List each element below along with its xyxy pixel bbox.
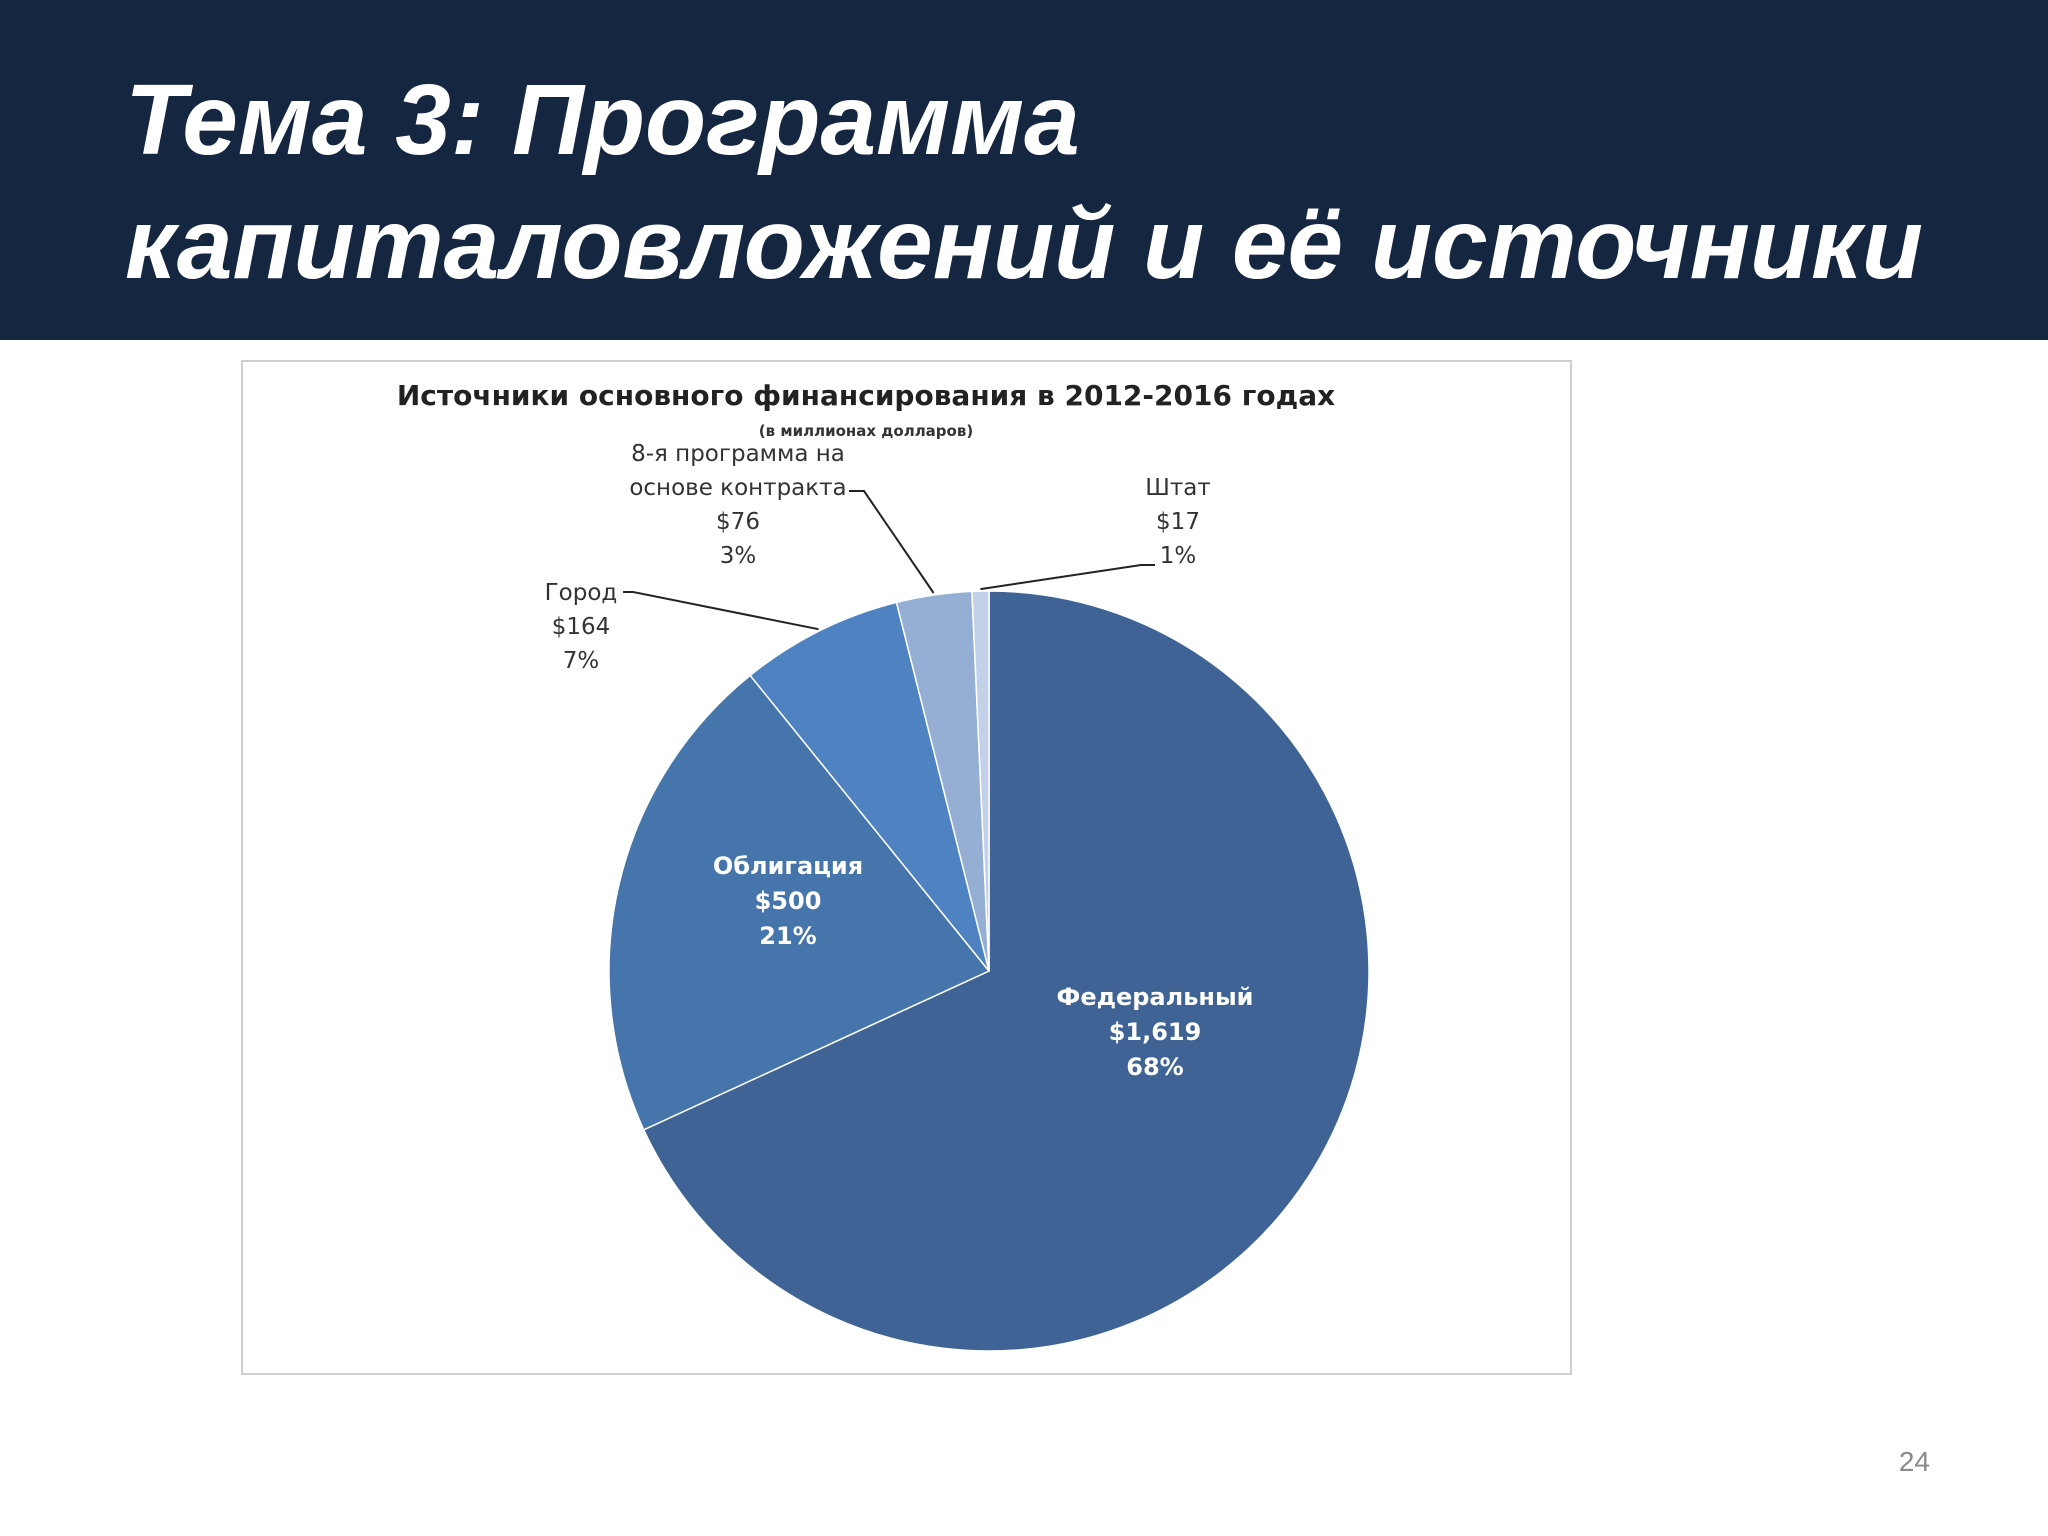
leader-line-city bbox=[623, 591, 819, 631]
pie-slices bbox=[608, 590, 1370, 1352]
label-contract: 8-я программа на основе контракта $76 3% bbox=[629, 441, 846, 569]
pie-slice-federal bbox=[642, 590, 1370, 1352]
chart-title: Источники основного финансирования в 201… bbox=[397, 379, 1335, 412]
label-bond: Облигация $500 21% bbox=[713, 852, 863, 950]
leader-line-contract bbox=[849, 490, 935, 594]
slice-labels: Федеральный $1,619 68% Облигация $500 21% Горо… bbox=[545, 441, 1254, 1081]
leader-line-state bbox=[980, 564, 1155, 591]
label-federal: Федеральный $1,619 68% bbox=[1057, 983, 1254, 1081]
leader-lines bbox=[623, 490, 1155, 631]
pie-chart: Источники основного финансирования в 201… bbox=[397, 379, 1370, 1352]
pie-slice-city bbox=[749, 601, 990, 972]
pie-slice-bond bbox=[608, 674, 991, 1131]
slide-title-line-1: Тема 3: Программа bbox=[125, 64, 1080, 176]
label-state: Штат $17 1% bbox=[1145, 475, 1211, 569]
slide-title-line-2: капиталовложений и её источники bbox=[125, 188, 1923, 300]
pie-slice-state bbox=[971, 590, 990, 972]
slide-header: Тема 3: Программа капиталовложений и её … bbox=[0, 0, 2048, 340]
chart-frame: Источники основного финансирования в 201… bbox=[241, 360, 1572, 1375]
page-number: 24 bbox=[1898, 1446, 1930, 1477]
slide-title: Тема 3: Программа капиталовложений и её … bbox=[125, 58, 2005, 306]
chart-subtitle: (в миллионах долларов) bbox=[759, 422, 973, 440]
label-city: Город $164 7% bbox=[545, 580, 618, 674]
